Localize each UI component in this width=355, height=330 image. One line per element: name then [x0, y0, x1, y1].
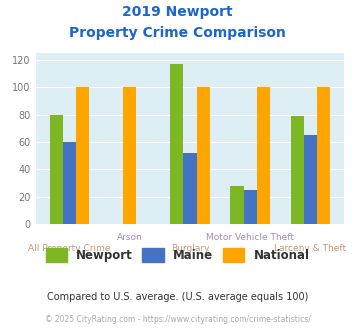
- Text: Larceny & Theft: Larceny & Theft: [274, 244, 346, 253]
- Bar: [50, 115, 63, 224]
- Bar: [183, 153, 197, 224]
- Text: Compared to U.S. average. (U.S. average equals 100): Compared to U.S. average. (U.S. average …: [47, 292, 308, 302]
- Bar: [230, 186, 244, 224]
- Bar: [63, 142, 76, 224]
- Bar: [290, 116, 304, 224]
- Bar: [123, 87, 136, 224]
- Text: All Property Crime: All Property Crime: [28, 244, 111, 253]
- Bar: [304, 135, 317, 224]
- Bar: [244, 190, 257, 224]
- Text: Property Crime Comparison: Property Crime Comparison: [69, 26, 286, 40]
- Text: Arson: Arson: [117, 233, 143, 242]
- Bar: [170, 64, 183, 224]
- Text: 2019 Newport: 2019 Newport: [122, 5, 233, 19]
- Legend: Newport, Maine, National: Newport, Maine, National: [41, 243, 314, 266]
- Text: Motor Vehicle Theft: Motor Vehicle Theft: [206, 233, 294, 242]
- Bar: [257, 87, 270, 224]
- Text: © 2025 CityRating.com - https://www.cityrating.com/crime-statistics/: © 2025 CityRating.com - https://www.city…: [45, 315, 310, 324]
- Text: Burglary: Burglary: [171, 244, 209, 253]
- Bar: [197, 87, 210, 224]
- Bar: [76, 87, 89, 224]
- Bar: [317, 87, 330, 224]
